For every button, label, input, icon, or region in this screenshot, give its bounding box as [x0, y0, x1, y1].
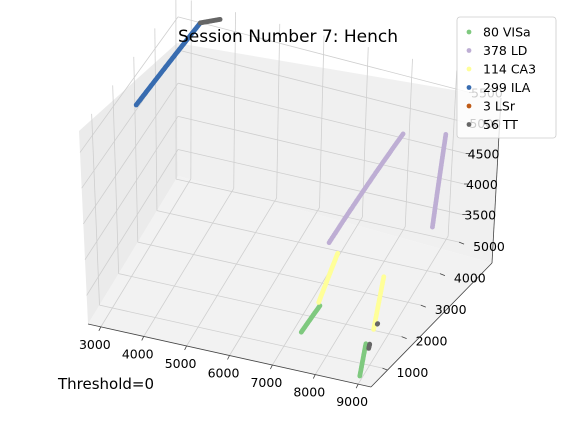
- scatter-point: [381, 274, 387, 280]
- scatter-point: [367, 341, 373, 347]
- grid-line-x: [229, 207, 320, 356]
- grid-line-x: [143, 188, 235, 337]
- grid-line-z: [177, 82, 466, 154]
- x-tick-mark: [355, 383, 359, 389]
- z-tick-label: 3500: [464, 208, 496, 223]
- grid-line-y: [133, 56, 139, 243]
- series-3: [133, 20, 203, 108]
- x-tick-label: 3000: [79, 337, 111, 352]
- legend-marker: [466, 29, 472, 35]
- x-tick-label: 4000: [122, 346, 154, 361]
- grid-line-x: [186, 197, 277, 347]
- legend-marker: [466, 85, 472, 90]
- y-tick-mark: [439, 273, 446, 277]
- grid-line-x: [100, 178, 192, 328]
- y-tick-mark: [420, 304, 426, 308]
- grid-line-z: [83, 82, 179, 225]
- x-tick-mark: [227, 355, 230, 360]
- grid-line-x: [357, 235, 449, 385]
- chart-title: Session Number 7: Hench: [178, 27, 398, 47]
- legend-label: 378 LD: [483, 43, 527, 58]
- grid-line-x: [233, 12, 236, 189]
- scatter-point: [375, 321, 381, 326]
- y-tick-label: 2000: [416, 334, 448, 349]
- y-tick-label: 4000: [454, 271, 486, 286]
- grid-line-x: [447, 70, 458, 237]
- legend-label: 3 LSr: [483, 99, 516, 114]
- grid-line-y: [175, 178, 460, 243]
- x-tick-mark: [98, 326, 102, 332]
- z-tick-label: 4500: [468, 146, 500, 161]
- legend-label: 56 TT: [483, 117, 518, 132]
- legend: 80 VISa 378 LD 114 CA3 299 ILA 3 LSr 56 TT: [456, 16, 557, 139]
- x-tick-label: 9000: [336, 394, 368, 409]
- y-tick-label: 5000: [473, 239, 505, 254]
- grid-line-y: [91, 113, 100, 306]
- grid-line-z: [177, 16, 470, 93]
- series-5: [197, 17, 381, 351]
- y-axis-line: [370, 262, 493, 388]
- y-tick-label: 1000: [396, 365, 428, 380]
- scatter-point: [443, 132, 449, 137]
- legend-label: 114 CA3: [483, 62, 536, 77]
- grid-line-y: [154, 28, 158, 211]
- x-tick-label: 7000: [250, 375, 282, 390]
- scatter-point: [400, 131, 406, 137]
- series-1: [326, 131, 449, 246]
- z-tick-label: 4000: [466, 177, 498, 192]
- legend-label: 80 VISa: [483, 25, 531, 40]
- legend-marker: [466, 122, 472, 127]
- grid-line-z: [177, 149, 463, 215]
- x-tick-label: 8000: [293, 385, 325, 400]
- back-pane: [177, 43, 501, 263]
- legend-marker: [466, 66, 472, 72]
- x-tick-mark: [312, 374, 316, 379]
- grid-line-x: [319, 35, 325, 208]
- y-tick-mark: [382, 367, 388, 371]
- y-tick-mark: [458, 241, 465, 245]
- x-tick-mark: [270, 364, 273, 370]
- legend-box: [456, 16, 557, 139]
- x-tick-label: 6000: [208, 366, 240, 381]
- grid-line-x: [314, 226, 406, 375]
- y-tick-mark: [401, 336, 407, 339]
- grid-line-y: [156, 210, 441, 275]
- legend-marker: [466, 48, 472, 53]
- grid-line-y: [112, 85, 120, 274]
- grid-line-z: [86, 149, 179, 296]
- legend-marker: [466, 103, 472, 109]
- grid-line-x: [276, 23, 281, 198]
- scatter-point: [217, 17, 223, 22]
- x-tick-label: 5000: [165, 356, 197, 371]
- grid-line-x: [272, 216, 363, 366]
- grid-lines: [79, 0, 470, 385]
- grid-line-x: [404, 58, 413, 227]
- grid-line-z: [79, 16, 179, 153]
- legend-label: 299 ILA: [483, 80, 531, 95]
- series-0: [298, 303, 369, 379]
- series-2: [316, 250, 387, 332]
- scatter-point: [335, 250, 341, 256]
- x-tick-mark: [184, 345, 187, 351]
- scatter-points: [133, 17, 449, 379]
- grid-line-y: [99, 304, 383, 369]
- grid-line-y: [137, 241, 421, 306]
- threshold-annotation: Threshold=0: [57, 375, 154, 393]
- grid-line-z: [84, 116, 179, 260]
- left-pane: [79, 43, 178, 324]
- grid-line-z: [177, 49, 468, 124]
- x-tick-mark: [141, 336, 145, 341]
- grid-line-y: [118, 273, 402, 338]
- y-tick-label: 3000: [435, 302, 467, 317]
- grid-line-z: [177, 115, 465, 185]
